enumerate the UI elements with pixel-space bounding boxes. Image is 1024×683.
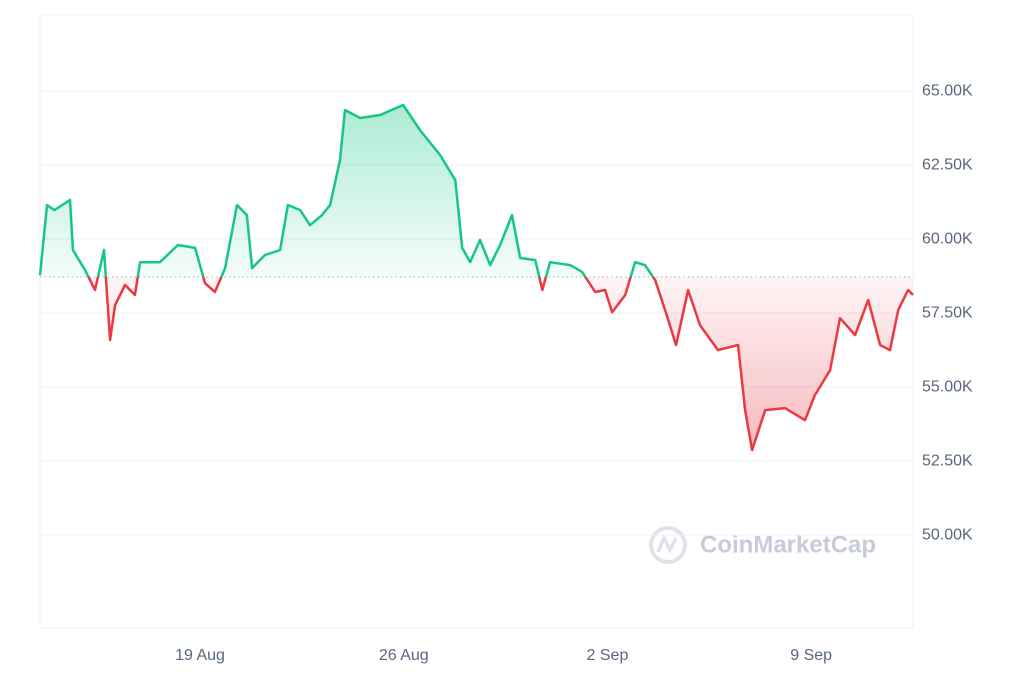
y-tick-label: 57.50K xyxy=(922,304,973,321)
x-tick-label: 26 Aug xyxy=(379,647,429,664)
watermark-logo xyxy=(649,526,687,564)
y-tick-label: 65.00K xyxy=(922,82,973,99)
price-line xyxy=(38,103,914,452)
watermark: CoinMarketCap xyxy=(700,531,876,558)
x-tick-label: 19 Aug xyxy=(175,647,225,664)
y-tick-label: 50.00K xyxy=(922,526,973,543)
x-tick-label: 2 Sep xyxy=(587,647,629,664)
plot-frame xyxy=(39,14,914,629)
y-tick-label: 60.00K xyxy=(922,230,973,247)
y-tick-label: 55.00K xyxy=(922,378,973,395)
x-tick-label: 9 Sep xyxy=(790,647,832,664)
area xyxy=(40,105,913,451)
y-tick-label: 62.50K xyxy=(922,156,973,173)
y-tick-label: 52.50K xyxy=(922,452,973,469)
